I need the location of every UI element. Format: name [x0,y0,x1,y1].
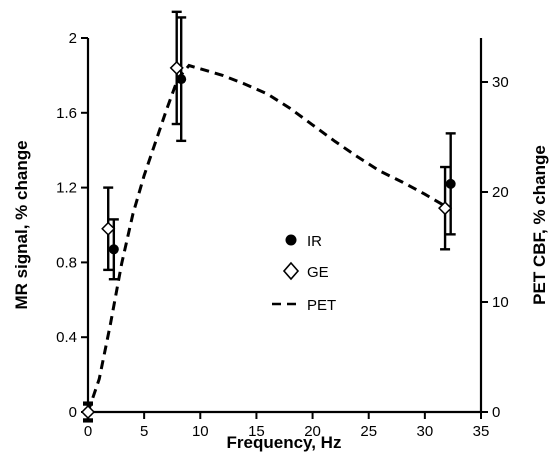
x-axis-title: Frequency, Hz [227,433,342,452]
ir-point [176,74,187,85]
x-tick-label: 30 [417,423,434,440]
y-tick-label: 1.2 [56,180,77,197]
y-tick-label: 0.8 [56,254,77,271]
x-tick-label: 10 [192,423,209,440]
x-tick-label: 25 [360,423,377,440]
markers [80,60,456,420]
right-y-axis-title: PET CBF, % change [530,145,549,305]
ge-point [438,201,453,216]
legend: IR GE PET [272,233,336,314]
y-tick-label: 0.4 [56,329,77,346]
pet-series [86,63,449,413]
legend-ir-marker [285,234,297,246]
y2-tick-label: 0 [492,404,500,421]
x-tick-label: 5 [140,423,148,440]
ge-point [101,221,116,236]
y2-tick-label: 30 [492,74,509,91]
y-tick-label: 2 [69,30,77,47]
y2-tick-label: 10 [492,294,509,311]
legend-ge-marker [282,261,300,281]
y-tick-label: 0 [69,404,77,421]
ticks [81,37,488,419]
ge-point [169,60,184,75]
legend-ir-label: IR [307,233,322,250]
x-tick-label: 15 [248,423,265,440]
pet-line [86,63,449,413]
y-tick-label: 1.6 [56,105,77,122]
legend-ge-label: GE [307,264,329,281]
error-bars [83,10,456,423]
ir-point [445,178,456,189]
legend-pet-label: PET [307,297,336,314]
x-tick-label: 0 [84,423,92,440]
x-tick-label: 35 [473,423,490,440]
x-tick-label: 20 [304,423,321,440]
ge-point [80,404,96,420]
y2-tick-label: 20 [492,184,509,201]
ir-point [108,244,119,255]
left-y-axis-title: MR signal, % change [12,140,31,309]
